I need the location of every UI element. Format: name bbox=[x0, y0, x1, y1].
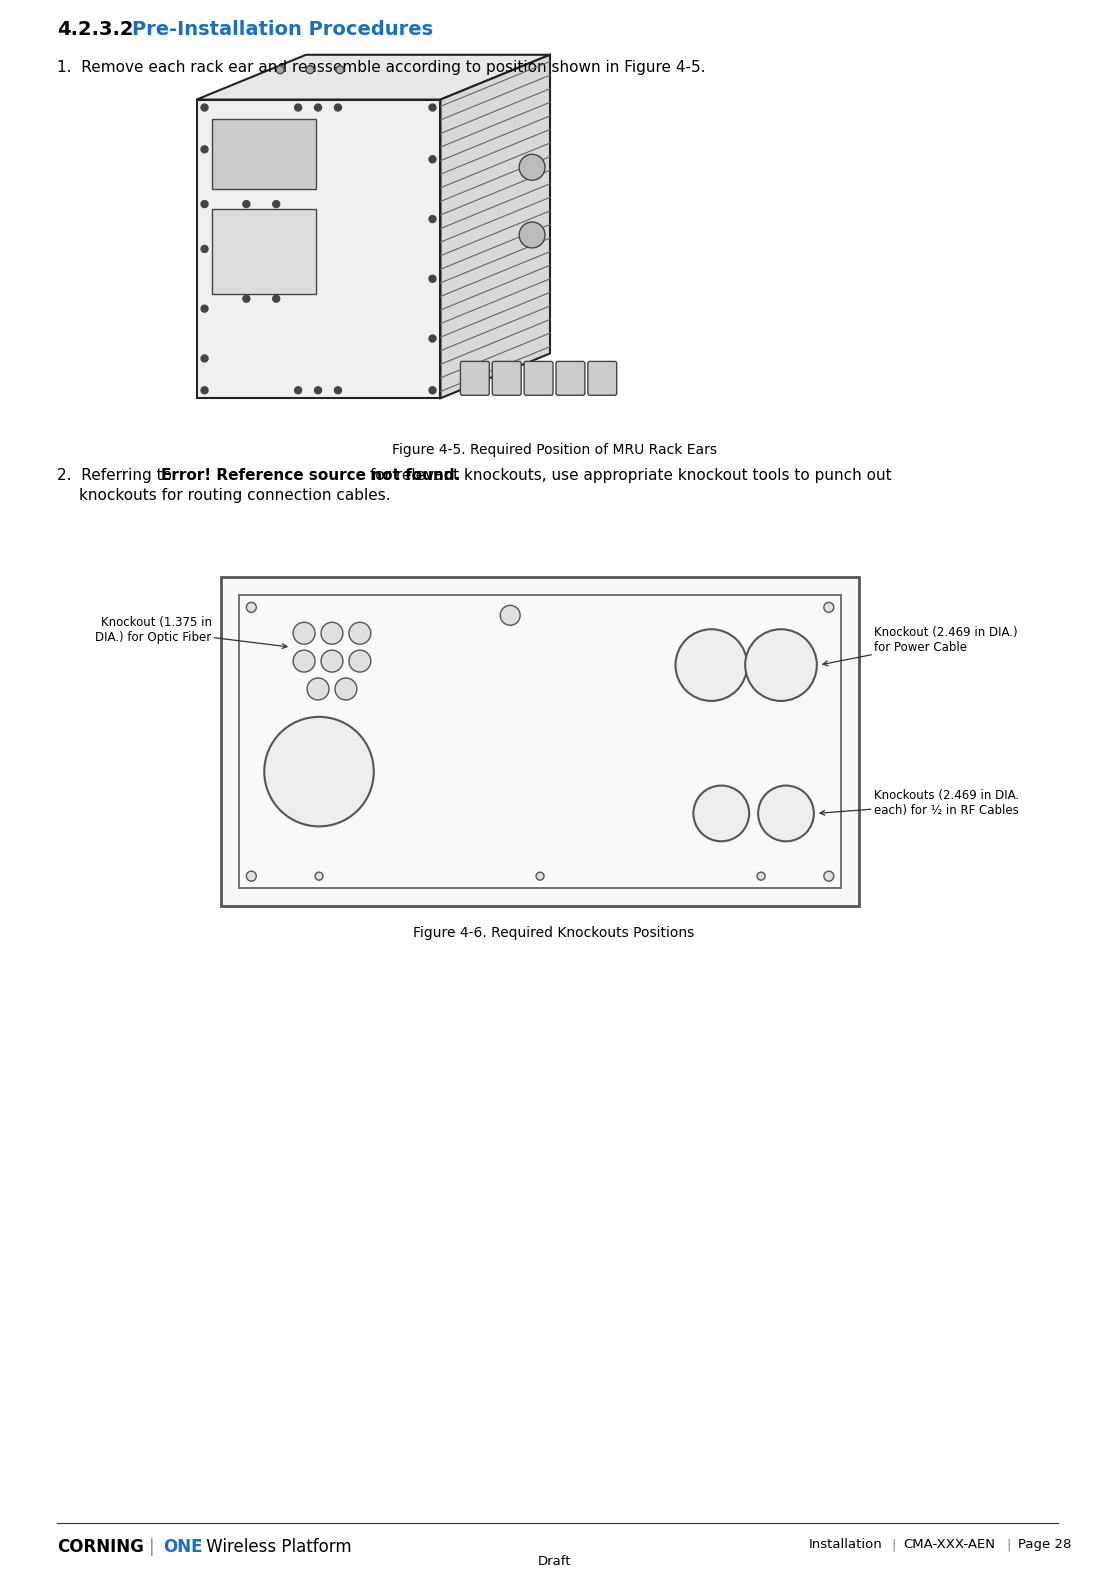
Circle shape bbox=[243, 295, 250, 301]
Text: |: | bbox=[892, 1539, 896, 1551]
Circle shape bbox=[500, 606, 520, 625]
Circle shape bbox=[307, 678, 329, 700]
Circle shape bbox=[759, 785, 814, 842]
Circle shape bbox=[315, 873, 323, 881]
FancyBboxPatch shape bbox=[492, 361, 521, 396]
Circle shape bbox=[276, 66, 284, 74]
Text: Installation: Installation bbox=[808, 1539, 883, 1551]
Circle shape bbox=[349, 650, 370, 672]
Circle shape bbox=[429, 386, 436, 394]
Circle shape bbox=[201, 355, 208, 363]
Text: for relevant knockouts, use appropriate knockout tools to punch out: for relevant knockouts, use appropriate … bbox=[365, 468, 892, 484]
Circle shape bbox=[519, 154, 545, 181]
Text: Page 28: Page 28 bbox=[1018, 1539, 1071, 1551]
FancyBboxPatch shape bbox=[222, 578, 858, 906]
Circle shape bbox=[273, 295, 279, 301]
Text: Wireless Platform: Wireless Platform bbox=[201, 1539, 352, 1556]
Circle shape bbox=[429, 334, 436, 342]
Circle shape bbox=[201, 386, 208, 394]
Text: 1.  Remove each rack ear and reassemble according to position shown in Figure 4-: 1. Remove each rack ear and reassemble a… bbox=[58, 60, 705, 75]
Circle shape bbox=[335, 386, 342, 394]
Circle shape bbox=[693, 785, 750, 842]
Circle shape bbox=[824, 603, 834, 612]
Circle shape bbox=[536, 873, 545, 881]
Circle shape bbox=[201, 305, 208, 312]
Circle shape bbox=[293, 622, 315, 644]
FancyBboxPatch shape bbox=[240, 595, 841, 889]
Circle shape bbox=[429, 155, 436, 163]
Text: Knockout (1.375 in
DIA.) for Optic Fiber: Knockout (1.375 in DIA.) for Optic Fiber bbox=[95, 617, 287, 648]
Text: Knockout (2.469 in DIA.)
for Power Cable: Knockout (2.469 in DIA.) for Power Cable bbox=[823, 626, 1017, 666]
Polygon shape bbox=[440, 55, 550, 399]
Circle shape bbox=[335, 104, 342, 111]
Text: CORNING: CORNING bbox=[58, 1539, 144, 1556]
Text: Draft: Draft bbox=[537, 1556, 571, 1568]
Circle shape bbox=[335, 678, 357, 700]
Text: Pre-Installation Procedures: Pre-Installation Procedures bbox=[132, 20, 433, 39]
FancyBboxPatch shape bbox=[556, 361, 584, 396]
Circle shape bbox=[429, 275, 436, 283]
Circle shape bbox=[349, 622, 370, 644]
Circle shape bbox=[429, 104, 436, 111]
Circle shape bbox=[519, 221, 545, 248]
Circle shape bbox=[201, 146, 208, 152]
Circle shape bbox=[315, 386, 322, 394]
Circle shape bbox=[293, 650, 315, 672]
Text: Figure 4-5. Required Position of MRU Rack Ears: Figure 4-5. Required Position of MRU Rac… bbox=[391, 443, 716, 457]
Text: Figure 4-6. Required Knockouts Positions: Figure 4-6. Required Knockouts Positions bbox=[414, 926, 694, 940]
Circle shape bbox=[315, 104, 322, 111]
Circle shape bbox=[295, 386, 302, 394]
FancyBboxPatch shape bbox=[460, 361, 489, 396]
Circle shape bbox=[824, 871, 834, 881]
Circle shape bbox=[246, 603, 256, 612]
Text: knockouts for routing connection cables.: knockouts for routing connection cables. bbox=[79, 488, 390, 502]
Polygon shape bbox=[196, 99, 440, 399]
Circle shape bbox=[201, 245, 208, 253]
Circle shape bbox=[675, 630, 747, 700]
Circle shape bbox=[243, 201, 250, 207]
Circle shape bbox=[273, 201, 279, 207]
Polygon shape bbox=[212, 209, 316, 294]
Circle shape bbox=[201, 201, 208, 207]
Circle shape bbox=[757, 873, 765, 881]
Circle shape bbox=[321, 622, 343, 644]
Text: 4.2.3.2: 4.2.3.2 bbox=[58, 20, 134, 39]
Polygon shape bbox=[196, 55, 550, 99]
Text: 2.  Referring to: 2. Referring to bbox=[58, 468, 177, 484]
Polygon shape bbox=[212, 119, 316, 188]
Circle shape bbox=[201, 104, 208, 111]
FancyBboxPatch shape bbox=[525, 361, 553, 396]
Circle shape bbox=[429, 215, 436, 223]
Circle shape bbox=[246, 871, 256, 881]
Text: |: | bbox=[1006, 1539, 1010, 1551]
FancyBboxPatch shape bbox=[588, 361, 617, 396]
Text: Error! Reference source not found.: Error! Reference source not found. bbox=[161, 468, 460, 484]
Circle shape bbox=[745, 630, 817, 700]
Text: CMA-XXX-AEN: CMA-XXX-AEN bbox=[904, 1539, 996, 1551]
Text: ™: ™ bbox=[193, 1539, 202, 1548]
Circle shape bbox=[336, 66, 344, 74]
Circle shape bbox=[321, 650, 343, 672]
Text: ONE: ONE bbox=[163, 1539, 202, 1556]
Circle shape bbox=[295, 104, 302, 111]
Circle shape bbox=[306, 66, 314, 74]
Text: |: | bbox=[149, 1539, 154, 1556]
Circle shape bbox=[264, 717, 374, 826]
Text: Knockouts (2.469 in DIA.
each) for ½ in RF Cables: Knockouts (2.469 in DIA. each) for ½ in … bbox=[820, 790, 1019, 818]
